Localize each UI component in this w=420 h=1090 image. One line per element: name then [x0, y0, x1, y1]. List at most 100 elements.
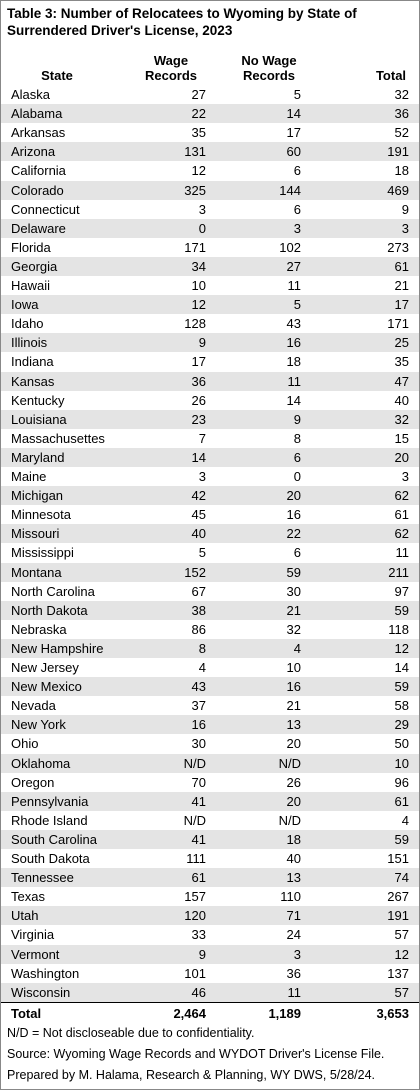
cell-value: 131 — [184, 144, 206, 160]
cell-value: 4 — [293, 640, 301, 656]
cell-value: 37 — [191, 698, 206, 714]
row-shade — [1, 715, 419, 735]
cell-value: 61 — [191, 870, 206, 886]
cell-value: 12 — [394, 640, 409, 656]
state-name: North Dakota — [11, 602, 88, 618]
cell-value: 22 — [191, 106, 206, 122]
cell-value: 96 — [394, 774, 409, 790]
state-name: Rhode Island — [11, 812, 88, 828]
state-name: Wisconsin — [11, 984, 71, 1000]
cell-value: 30 — [191, 736, 206, 752]
cell-value: 14 — [191, 449, 206, 465]
cell-value: 11 — [395, 545, 410, 561]
cell-value: 21 — [286, 602, 301, 618]
cell-value: 67 — [191, 583, 206, 599]
state-name: Missouri — [11, 526, 60, 542]
cell-value: 151 — [387, 851, 409, 866]
footnote: Source: Wyoming Wage Records and WYDOT D… — [7, 1046, 385, 1061]
row-shade — [1, 409, 419, 429]
cell-value: 52 — [394, 125, 409, 141]
row-shade — [1, 333, 419, 353]
state-name: Arizona — [11, 144, 56, 160]
state-name: Kansas — [11, 373, 55, 389]
cell-value: 61 — [394, 258, 409, 274]
cell-value: 24 — [286, 927, 301, 943]
total-value: 2,464 — [173, 1005, 206, 1021]
cell-value: 12 — [191, 163, 206, 179]
state-name: Virginia — [11, 927, 55, 943]
state-name: Maine — [11, 469, 47, 484]
cell-value: 6 — [293, 163, 301, 179]
cell-value: 191 — [387, 908, 409, 924]
cell-value: 3 — [401, 220, 409, 236]
cell-value: 3 — [401, 469, 409, 484]
row-shade — [1, 982, 419, 1002]
cell-value: 16 — [191, 717, 206, 733]
state-name: Texas — [11, 889, 45, 905]
cell-value: 32 — [394, 87, 409, 102]
cell-value: 7 — [198, 430, 206, 446]
cell-value: 137 — [387, 965, 409, 981]
cell-value: 111 — [186, 851, 206, 866]
row-shade — [1, 371, 419, 391]
cell-value: 102 — [279, 239, 301, 255]
cell-value: 29 — [394, 717, 409, 733]
cell-value: 14 — [394, 660, 409, 675]
state-name: Alaska — [11, 87, 51, 102]
row-shade — [1, 829, 419, 849]
state-name: Idaho — [11, 316, 44, 332]
cell-value: 9 — [198, 946, 206, 962]
cell-value: 18 — [286, 831, 301, 847]
state-name: Georgia — [11, 258, 58, 274]
state-name: Oklahoma — [11, 755, 71, 771]
cell-value: 20 — [286, 793, 301, 809]
state-name: Michigan — [11, 488, 64, 504]
cell-value: 59 — [394, 602, 409, 618]
cell-value: 59 — [394, 831, 409, 847]
cell-value: 10 — [394, 755, 409, 771]
row-shade — [1, 562, 419, 582]
row-shade — [1, 677, 419, 697]
cell-value: 5 — [293, 297, 301, 313]
cell-value: 74 — [394, 870, 409, 886]
state-name: Delaware — [11, 220, 66, 236]
cell-value: 33 — [191, 927, 206, 943]
cell-value: 71 — [286, 908, 301, 924]
cell-value: 42 — [191, 488, 206, 504]
state-name: Connecticut — [11, 201, 80, 217]
cell-value: 17 — [394, 297, 409, 313]
cell-value: 152 — [184, 564, 206, 580]
cell-value: 9 — [293, 411, 301, 427]
state-name: New Mexico — [11, 679, 82, 695]
total-value: Total — [11, 1005, 42, 1021]
cell-value: 110 — [280, 889, 301, 905]
cell-value: 6 — [293, 545, 301, 561]
cell-value: 26 — [286, 774, 301, 790]
state-name: Indiana — [11, 354, 54, 370]
row-shade — [1, 256, 419, 276]
cell-value: 21 — [394, 278, 409, 293]
cell-value: 211 — [388, 564, 409, 580]
column-header: No Wage — [241, 53, 297, 68]
total-value: 3,653 — [376, 1005, 409, 1021]
row-shade — [1, 868, 419, 888]
cell-value: 10 — [286, 660, 301, 675]
cell-value: 34 — [191, 258, 206, 274]
total-rule — [1, 1001, 419, 1003]
row-shade — [1, 638, 419, 658]
cell-value: 157 — [184, 889, 206, 905]
column-header: State — [41, 68, 73, 83]
state-name: Utah — [11, 908, 39, 924]
cell-value: N/D — [278, 812, 301, 828]
cell-value: 38 — [191, 602, 206, 618]
cell-value: 4 — [401, 812, 409, 828]
cell-value: 57 — [394, 984, 409, 1000]
row-shade — [1, 791, 419, 811]
row-shade — [1, 295, 419, 315]
cell-value: 3 — [293, 220, 301, 236]
state-name: Hawaii — [11, 278, 51, 293]
cell-value: 191 — [387, 144, 409, 160]
table-title: Table 3: Number of Relocatees to Wyoming… — [7, 6, 357, 38]
state-name: Arkansas — [11, 125, 66, 141]
state-name: Minnesota — [11, 507, 71, 523]
